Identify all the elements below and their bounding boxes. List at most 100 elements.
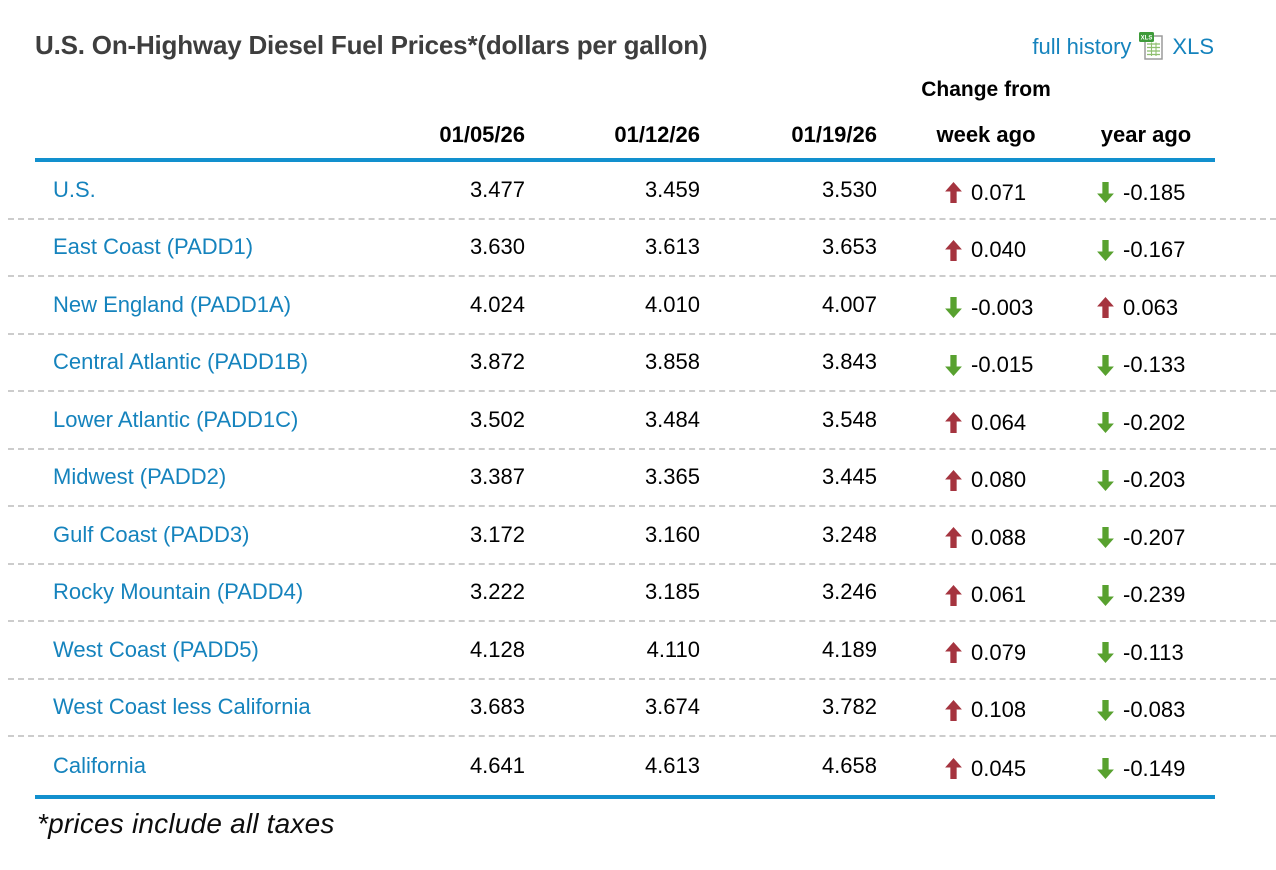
change-from-row: Change from: [8, 78, 1276, 102]
week-change-value: 0.088: [971, 524, 1027, 550]
up-arrow-icon: [945, 412, 962, 434]
column-header-week-ago: week ago: [936, 122, 1036, 147]
table-row: Midwest (PADD2) 3.387 3.365 3.445 0.080 …: [8, 450, 1276, 507]
year-change-value: 0.063: [1123, 294, 1179, 320]
price-week3-cell: 3.445: [821, 464, 877, 490]
xls-file-icon[interactable]: XLS: [1139, 32, 1164, 62]
price-week2-cell: 3.459: [644, 176, 700, 202]
week-change-cell: 0.071: [877, 174, 1095, 206]
price-week2-cell: 3.858: [644, 349, 700, 375]
price-week2-cell: 4.613: [644, 752, 700, 778]
up-arrow-icon: [945, 239, 962, 261]
region-link[interactable]: New England (PADD1A): [53, 291, 292, 317]
table-row: Gulf Coast (PADD3) 3.172 3.160 3.248 0.0…: [8, 507, 1276, 565]
year-change-cell: -0.083: [1095, 691, 1215, 723]
price-week3-cell: 3.246: [821, 579, 877, 605]
region-link[interactable]: East Coast (PADD1): [53, 234, 254, 260]
year-change-value: -0.149: [1123, 755, 1186, 781]
page-title: U.S. On-Highway Diesel Fuel Prices*(doll…: [35, 30, 708, 60]
down-arrow-icon: [945, 354, 962, 376]
price-week1-cell: 4.641: [469, 752, 525, 778]
table-row: Central Atlantic (PADD1B) 3.872 3.858 3.…: [8, 335, 1276, 392]
year-change-value: -0.113: [1123, 639, 1184, 665]
year-change-value: -0.207: [1123, 524, 1186, 550]
week-change-cell: 0.045: [877, 750, 1095, 782]
xls-link[interactable]: XLS: [1172, 34, 1214, 59]
price-week3-cell: 3.248: [821, 521, 877, 547]
up-arrow-icon: [945, 182, 962, 204]
year-change-cell: -0.203: [1095, 461, 1215, 493]
region-link[interactable]: Rocky Mountain (PADD4): [53, 579, 304, 605]
full-history-group: full history XLS XLS: [1032, 32, 1214, 62]
price-week2-cell: 3.613: [644, 234, 700, 260]
table-row: New England (PADD1A) 4.024 4.010 4.007 -…: [8, 277, 1276, 335]
year-change-cell: -0.239: [1095, 576, 1215, 608]
price-week2-cell: 3.484: [644, 406, 700, 432]
region-link[interactable]: California: [53, 752, 146, 778]
price-week1-cell: 3.502: [469, 406, 525, 432]
column-header-date-3: 01/19/26: [791, 122, 877, 147]
week-change-cell: 0.061: [877, 576, 1095, 608]
week-change-value: 0.061: [971, 582, 1027, 608]
price-week2-cell: 4.110: [646, 636, 700, 662]
region-link[interactable]: Gulf Coast (PADD3): [53, 521, 250, 547]
price-week3-cell: 3.843: [821, 349, 877, 375]
table-row: California 4.641 4.613 4.658 0.045 -0.14…: [8, 737, 1276, 795]
week-change-value: 0.108: [971, 697, 1027, 723]
price-week1-cell: 3.387: [469, 464, 525, 490]
price-week2-cell: 3.185: [644, 579, 700, 605]
up-arrow-icon: [945, 584, 962, 606]
week-change-cell: -0.015: [877, 346, 1095, 378]
price-week3-cell: 3.530: [821, 176, 877, 202]
table-row: West Coast (PADD5) 4.128 4.110 4.189 0.0…: [8, 622, 1276, 680]
year-change-value: -0.203: [1123, 467, 1186, 493]
week-change-cell: 0.080: [877, 461, 1095, 493]
year-change-value: -0.185: [1123, 179, 1186, 205]
week-change-value: 0.080: [971, 467, 1027, 493]
xls-badge-label: XLS: [1141, 35, 1153, 41]
down-arrow-icon: [1097, 584, 1114, 606]
table-row: U.S. 3.477 3.459 3.530 0.071 -0.185: [8, 162, 1276, 220]
price-week1-cell: 3.683: [469, 694, 525, 720]
week-change-cell: 0.064: [877, 404, 1095, 436]
week-change-cell: 0.088: [877, 519, 1095, 551]
change-from-label: Change from: [921, 78, 1051, 101]
week-change-cell: 0.108: [877, 691, 1095, 723]
region-link[interactable]: Lower Atlantic (PADD1C): [53, 406, 299, 432]
price-week3-cell: 3.653: [821, 234, 877, 260]
year-change-value: -0.167: [1123, 237, 1186, 263]
week-change-value: 0.071: [971, 179, 1027, 205]
up-arrow-icon: [945, 699, 962, 721]
column-header-date-1: 01/05/26: [439, 122, 525, 147]
week-change-cell: 0.040: [877, 231, 1095, 263]
price-week1-cell: 3.872: [469, 349, 525, 375]
price-week1-cell: 4.024: [469, 291, 525, 317]
region-link[interactable]: Midwest (PADD2): [53, 464, 227, 490]
price-week3-cell: 3.548: [821, 406, 877, 432]
year-change-cell: -0.149: [1095, 750, 1215, 782]
price-week1-cell: 3.477: [469, 176, 525, 202]
region-link[interactable]: Central Atlantic (PADD1B): [53, 349, 309, 375]
region-link[interactable]: U.S.: [53, 176, 96, 202]
table-top-rule: [35, 158, 1215, 162]
price-week1-cell: 4.128: [469, 636, 525, 662]
year-change-value: -0.202: [1123, 409, 1186, 435]
year-change-cell: -0.133: [1095, 346, 1215, 378]
up-arrow-icon: [945, 642, 962, 664]
week-change-value: -0.015: [971, 352, 1034, 378]
price-week1-cell: 3.172: [469, 521, 525, 547]
table-row: Lower Atlantic (PADD1C) 3.502 3.484 3.54…: [8, 392, 1276, 450]
week-change-cell: -0.003: [877, 289, 1095, 321]
year-change-cell: -0.207: [1095, 519, 1215, 551]
year-change-cell: -0.113: [1095, 634, 1215, 666]
region-link[interactable]: West Coast (PADD5): [53, 636, 259, 662]
down-arrow-icon: [1097, 642, 1114, 664]
table-row: East Coast (PADD1) 3.630 3.613 3.653 0.0…: [8, 220, 1276, 277]
region-link[interactable]: West Coast less California: [53, 694, 311, 720]
up-arrow-icon: [945, 469, 962, 491]
price-week1-cell: 3.630: [469, 234, 525, 260]
year-change-value: -0.083: [1123, 697, 1186, 723]
down-arrow-icon: [1097, 758, 1114, 780]
full-history-link[interactable]: full history: [1032, 34, 1132, 59]
down-arrow-icon: [1097, 527, 1114, 549]
